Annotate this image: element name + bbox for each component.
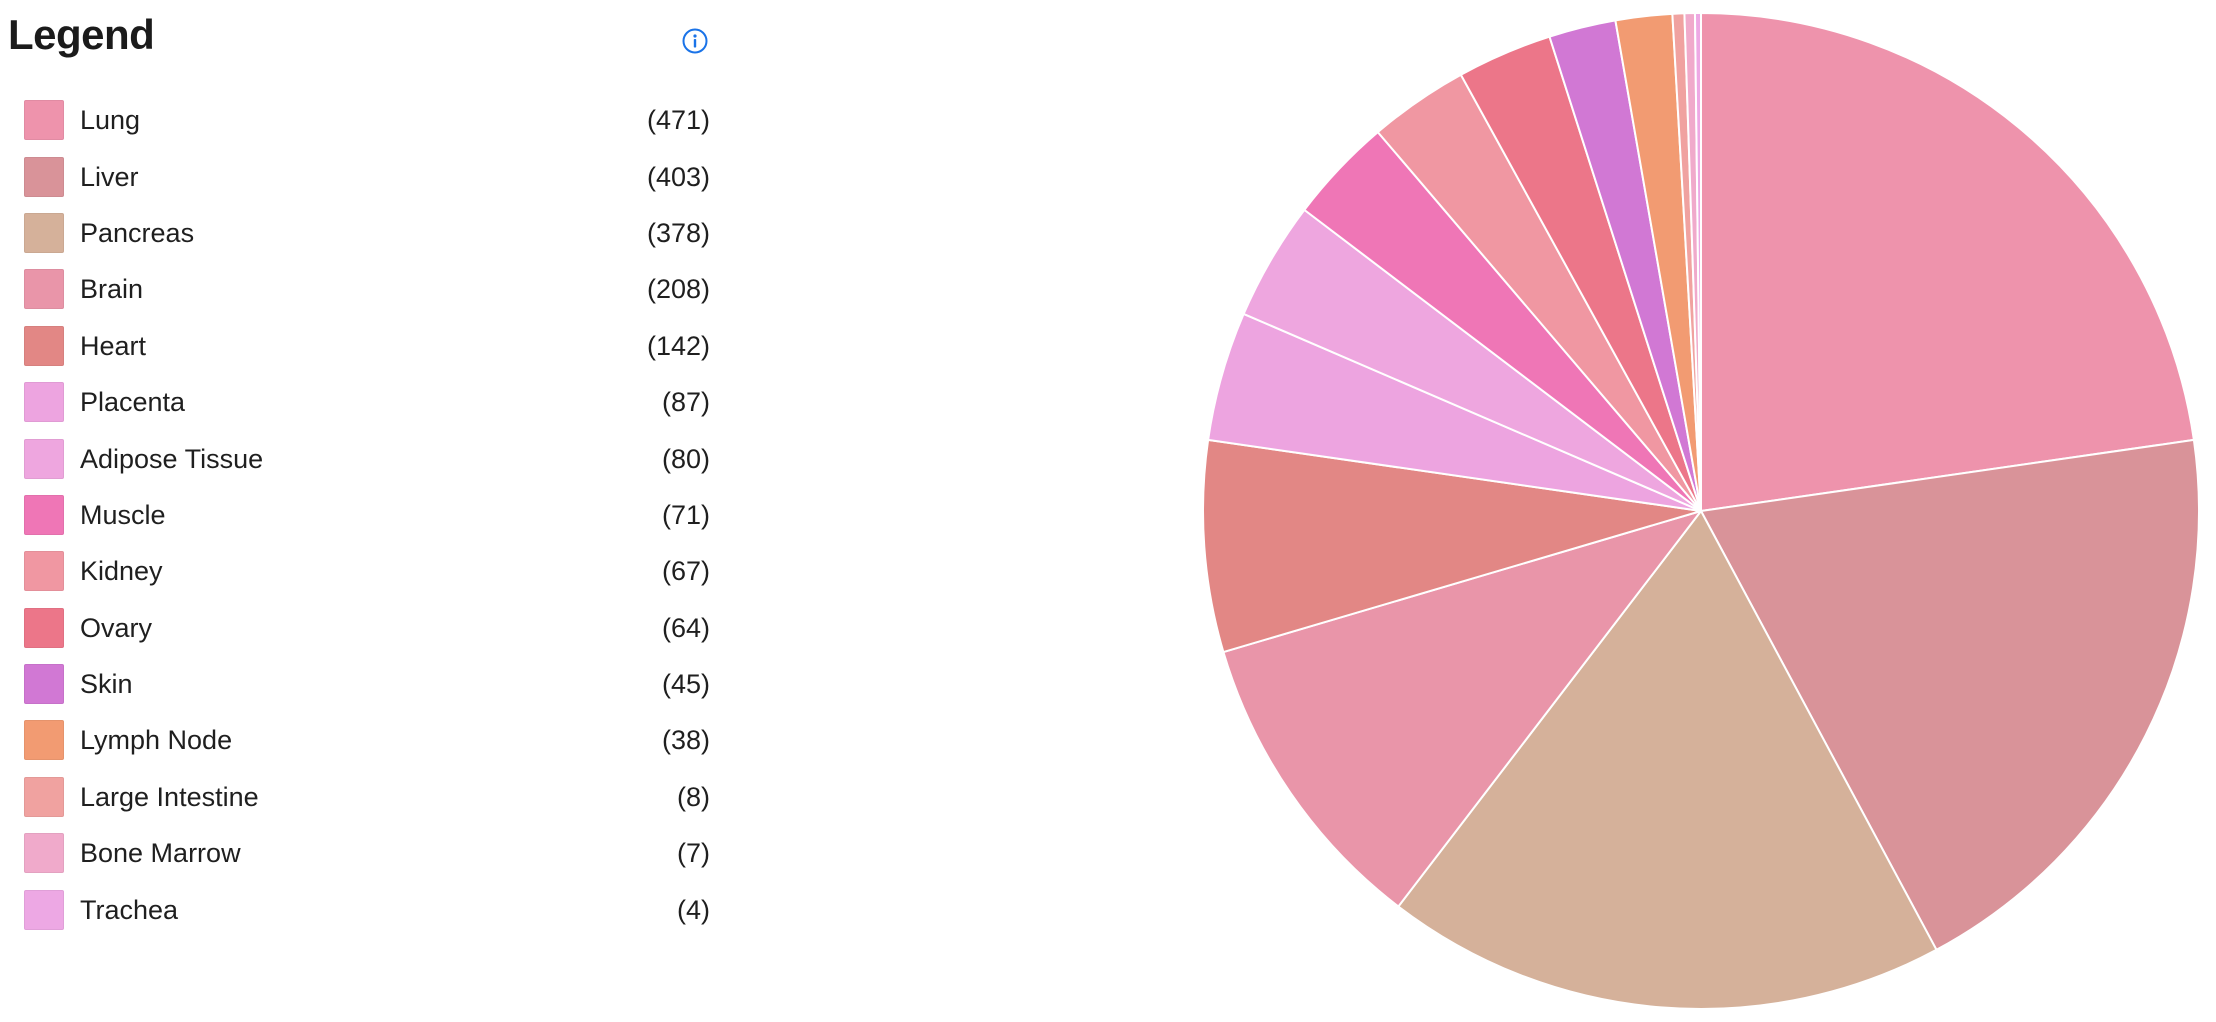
legend-item-count: (378)	[646, 217, 710, 248]
legend-swatch	[24, 325, 64, 366]
legend-item[interactable]: Large Intestine (8)	[24, 769, 710, 825]
legend-item-count: (64)	[661, 612, 710, 643]
legend-swatch	[24, 776, 64, 817]
legend-item-count: (208)	[646, 274, 710, 305]
legend-item[interactable]: Skin (45)	[24, 656, 710, 712]
legend-item[interactable]: Lymph Node (38)	[24, 712, 710, 768]
legend-panel: Legend Lung (471) Liver (403) Pancreas (378) B…	[0, 0, 730, 1022]
legend-item-label: Ovary	[80, 612, 153, 643]
legend-item-label: Adipose Tissue	[80, 443, 264, 474]
legend-item-count: (71)	[661, 499, 710, 530]
info-icon[interactable]	[682, 28, 708, 54]
legend-item-count: (67)	[661, 556, 710, 587]
legend-swatch	[24, 100, 64, 141]
legend-item[interactable]: Lung (471)	[24, 92, 710, 148]
legend-item[interactable]: Liver (403)	[24, 148, 710, 204]
legend-swatch	[24, 156, 64, 197]
legend-swatch	[24, 551, 64, 592]
legend-item[interactable]: Bone Marrow (7)	[24, 825, 710, 881]
legend-item-count: (7)	[677, 838, 710, 869]
legend-item-label: Skin	[80, 669, 133, 700]
legend-swatch	[24, 269, 64, 310]
legend-item-count: (38)	[661, 725, 710, 756]
legend-item-label: Bone Marrow	[80, 838, 241, 869]
info-circle-icon	[682, 28, 708, 54]
legend-item-count: (403)	[646, 161, 710, 192]
pie-slice-trachea[interactable]	[1693, 12, 1702, 512]
legend-item[interactable]: Muscle (71)	[24, 487, 710, 543]
legend-swatch	[24, 833, 64, 874]
legend-swatch	[24, 720, 64, 761]
legend-list: Lung (471) Liver (403) Pancreas (378) Brain (20…	[24, 92, 710, 938]
legend-title: Legend	[8, 11, 155, 58]
pie-slice-brain[interactable]	[1222, 510, 1702, 908]
legend-item[interactable]: Placenta (87)	[24, 374, 710, 430]
legend-item[interactable]: Brain (208)	[24, 261, 710, 317]
legend-item-label: Lung	[80, 105, 141, 136]
legend-item-count: (471)	[646, 105, 710, 136]
legend-item-label: Liver	[80, 161, 139, 192]
legend-item-label: Lymph Node	[80, 725, 233, 756]
pie-slice-liver[interactable]	[1700, 438, 2200, 951]
legend-item-label: Large Intestine	[80, 781, 259, 812]
legend-item[interactable]: Pancreas (378)	[24, 205, 710, 261]
legend-item-label: Brain	[80, 274, 144, 305]
legend-item-count: (80)	[661, 443, 710, 474]
legend-item-label: Muscle	[80, 499, 166, 530]
legend-item-label: Trachea	[80, 894, 179, 925]
legend-item-count: (8)	[677, 781, 710, 812]
legend-item-label: Kidney	[80, 556, 163, 587]
legend-item-count: (87)	[661, 387, 710, 418]
legend-swatch	[24, 438, 64, 479]
legend-swatch	[24, 494, 64, 535]
legend-item-label: Heart	[80, 330, 147, 361]
legend-swatch	[24, 889, 64, 930]
pie-slice-lung[interactable]	[1700, 12, 2195, 512]
pie-slice-heart[interactable]	[1202, 438, 1702, 654]
legend-item-count: (142)	[646, 330, 710, 361]
legend-item[interactable]: Kidney (67)	[24, 543, 710, 599]
legend-swatch	[24, 664, 64, 705]
legend-item[interactable]: Trachea (4)	[24, 881, 710, 937]
legend-swatch	[24, 212, 64, 253]
legend-item-count: (4)	[677, 894, 710, 925]
legend-swatch	[24, 382, 64, 423]
legend-item[interactable]: Heart (142)	[24, 318, 710, 374]
legend-item-label: Pancreas	[80, 217, 195, 248]
legend-item-count: (45)	[661, 669, 710, 700]
legend-item[interactable]: Adipose Tissue (80)	[24, 430, 710, 486]
legend-swatch	[24, 607, 64, 648]
pie-slice-pancreas[interactable]	[1397, 510, 1938, 1010]
legend-item-label: Placenta	[80, 387, 186, 418]
legend-item[interactable]: Ovary (64)	[24, 600, 710, 656]
